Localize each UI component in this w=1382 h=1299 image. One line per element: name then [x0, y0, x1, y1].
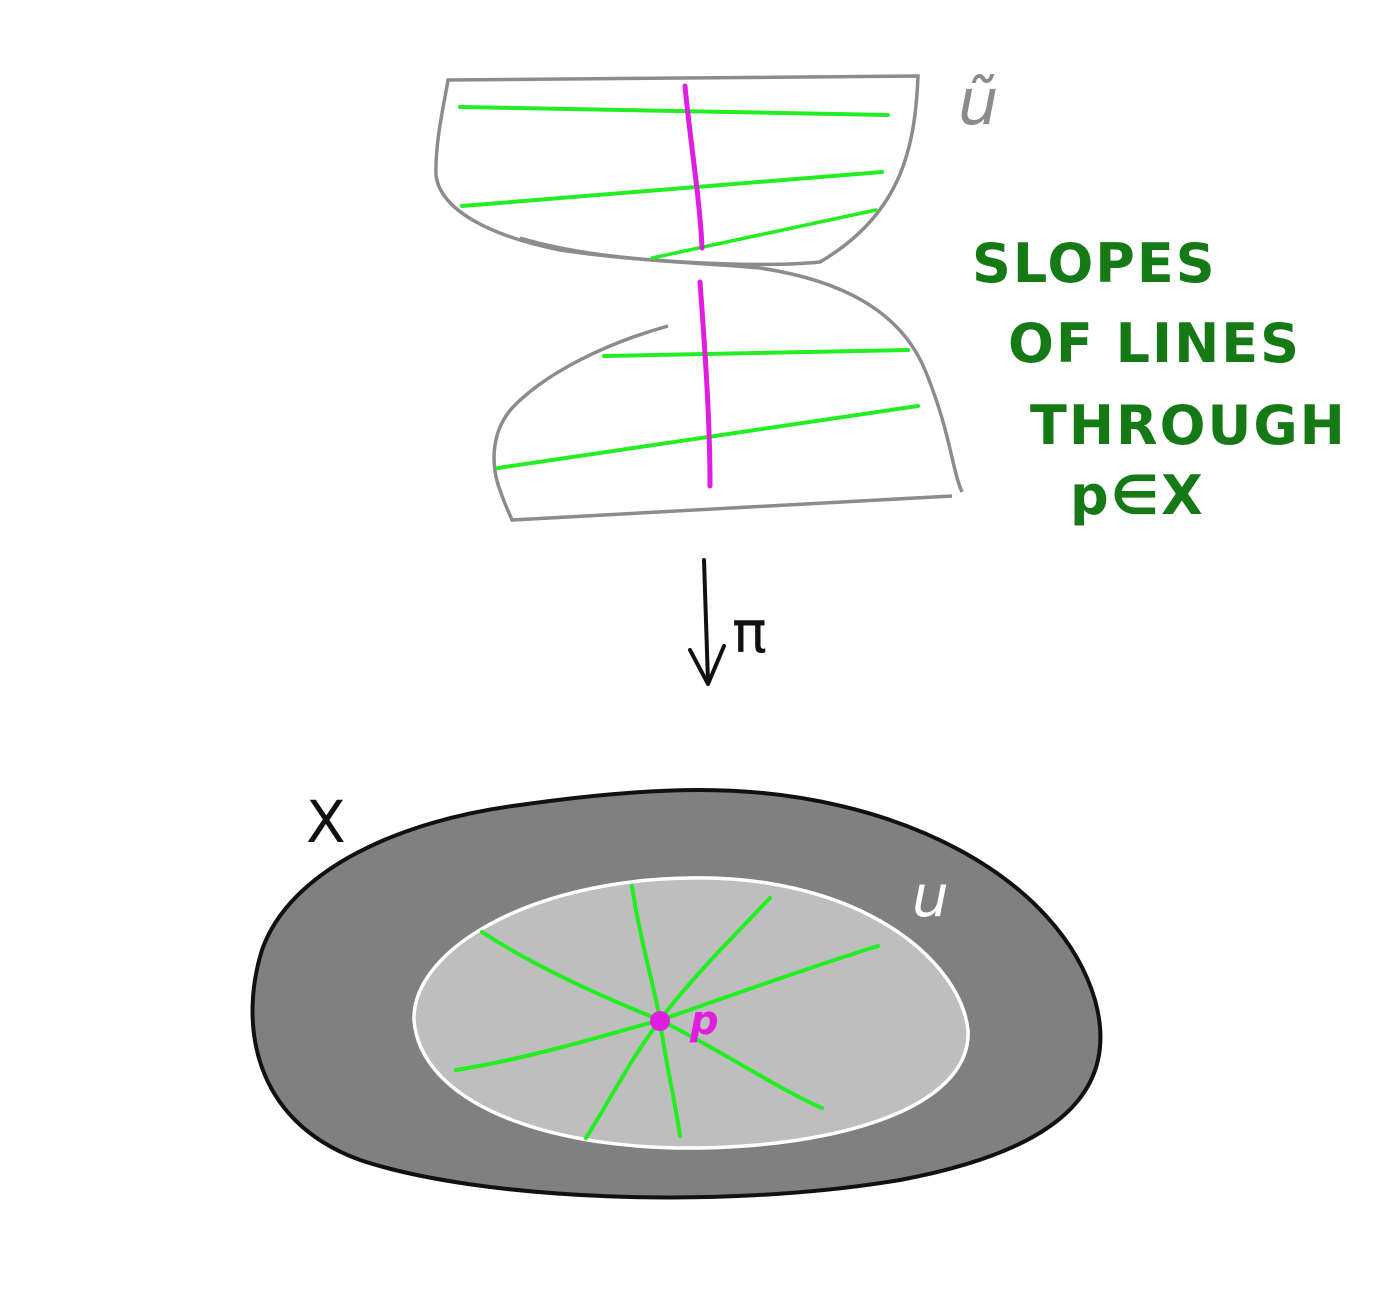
- arrow-head-icon: [688, 644, 726, 686]
- point-p-dot: [650, 1011, 670, 1031]
- slope-line: [460, 170, 884, 208]
- neighborhood-u: u p: [412, 862, 970, 1150]
- point-p-label: p: [689, 998, 719, 1044]
- fiber-over-p-lower: [697, 279, 713, 489]
- annotation-line-2: OF LINES: [1008, 312, 1301, 375]
- slopes-annotation: SLOPES OF LINES THROUGH p∈X: [972, 232, 1347, 527]
- neighborhood-u-label: u: [912, 862, 949, 930]
- neighborhood-u-region: [412, 876, 970, 1150]
- slope-line: [602, 348, 910, 358]
- annotation-line-1: SLOPES: [972, 232, 1217, 295]
- strip-lower-outline: [492, 324, 953, 522]
- projection-arrow: [702, 558, 710, 684]
- cover-space-label: ũ: [958, 66, 999, 140]
- fiber-over-p-upper: [682, 83, 705, 251]
- space-x-label: X: [306, 788, 346, 856]
- strip-twist-curve: [519, 236, 964, 493]
- annotation-line-4: p∈X: [1070, 464, 1205, 527]
- blowup-strip: ũ: [434, 66, 999, 522]
- strip-upper-outline: [434, 74, 920, 267]
- slope-line: [458, 105, 890, 117]
- projection-label: π: [732, 598, 767, 666]
- projection-map: π: [688, 558, 767, 686]
- annotation-line-3: THROUGH: [1030, 394, 1347, 457]
- slope-line: [650, 208, 878, 260]
